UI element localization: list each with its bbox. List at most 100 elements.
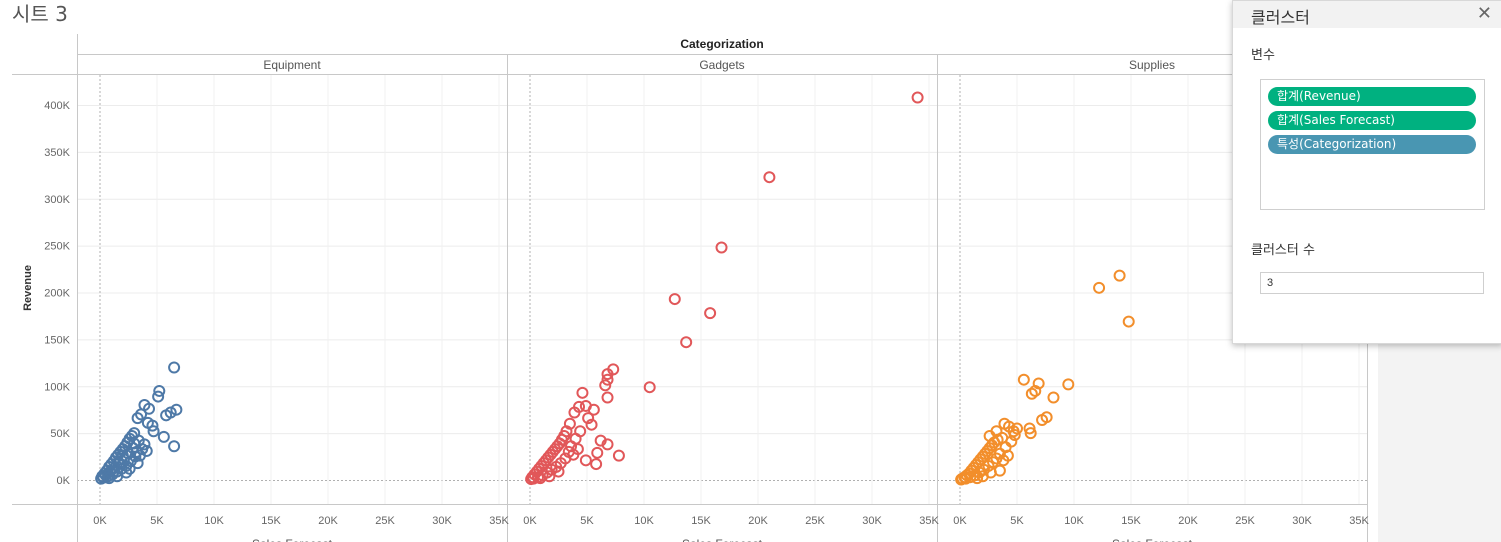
data-point-supplies[interactable] xyxy=(1036,414,1049,426)
x-tick-label: 0K xyxy=(93,515,107,527)
data-point-gadgets[interactable] xyxy=(599,379,612,392)
data-point-equipment[interactable] xyxy=(153,384,166,397)
y-axis-ticks: 0K 50K 100K 150K 200K 250K 300K 350K 400K xyxy=(44,100,70,487)
variables-drop-zone[interactable]: 합계(Revenue) 합계(Sales Forecast) 특성(Catego… xyxy=(1260,79,1485,210)
data-point-equipment[interactable] xyxy=(157,430,170,443)
data-point-gadgets[interactable] xyxy=(579,454,592,467)
data-point-supplies[interactable] xyxy=(1017,373,1030,386)
data-point-gadgets[interactable] xyxy=(601,391,614,404)
data-point-equipment[interactable] xyxy=(160,409,173,422)
data-point-supplies[interactable] xyxy=(1024,427,1037,440)
data-point-supplies[interactable] xyxy=(993,464,1006,477)
sheet-title: 시트 3 xyxy=(12,2,68,26)
worksheet: Categorization Equipment Gadgets Supplies … xyxy=(0,0,1379,542)
data-point-equipment[interactable] xyxy=(120,466,133,479)
data-point-gadgets[interactable] xyxy=(571,443,584,456)
data-point-gadgets[interactable] xyxy=(568,406,581,419)
data-point-gadgets[interactable] xyxy=(574,425,587,438)
x-axis-labels: Sales Forecast Sales Forecast Sales Foreca… xyxy=(252,537,1193,542)
data-point-equipment[interactable] xyxy=(131,457,144,470)
data-point-gadgets[interactable] xyxy=(582,412,595,425)
x-tick-label: 35K xyxy=(919,515,939,527)
data-point-supplies[interactable] xyxy=(971,472,984,485)
data-point-supplies[interactable] xyxy=(1005,435,1018,448)
data-point-gadgets[interactable] xyxy=(763,171,776,184)
y-tick-label: 150K xyxy=(44,334,70,346)
data-point-supplies[interactable] xyxy=(1062,378,1075,391)
y-tick-label: 400K xyxy=(44,100,70,112)
x-tick-label: 15K xyxy=(691,515,711,527)
data-point-supplies[interactable] xyxy=(1029,384,1042,397)
data-point-gadgets[interactable] xyxy=(585,418,598,431)
x-tick-label: 25K xyxy=(1235,515,1255,527)
data-point-gadgets[interactable] xyxy=(591,446,604,459)
grid-layer xyxy=(77,75,1367,504)
data-point-equipment[interactable] xyxy=(146,419,159,432)
cluster-panel-header[interactable]: 클러스터 ✕ xyxy=(1233,1,1501,28)
data-point-equipment[interactable] xyxy=(116,449,129,462)
data-point-gadgets[interactable] xyxy=(715,241,728,254)
x-tick-label: 35K xyxy=(489,515,509,527)
x-tick-label: 20K xyxy=(318,515,338,527)
data-point-equipment[interactable] xyxy=(152,390,165,403)
data-point-gadgets[interactable] xyxy=(590,458,603,471)
variable-pill-sales-forecast[interactable]: 합계(Sales Forecast) xyxy=(1268,111,1476,130)
column-header-title: Categorization xyxy=(680,37,763,51)
data-point-supplies[interactable] xyxy=(983,429,996,442)
data-point-gadgets[interactable] xyxy=(704,307,717,320)
data-point-equipment[interactable] xyxy=(130,445,143,458)
data-point-gadgets[interactable] xyxy=(612,449,625,462)
data-point-equipment[interactable] xyxy=(103,472,116,485)
cluster-panel: 클러스터 ✕ 변수 합계(Revenue) 합계(Sales Forecast)… xyxy=(1232,0,1501,344)
data-point-equipment[interactable] xyxy=(168,440,181,453)
data-point-gadgets[interactable] xyxy=(911,91,924,104)
variable-pill-categorization[interactable]: 특성(Categorization) xyxy=(1268,135,1476,154)
data-point-equipment[interactable] xyxy=(135,408,148,421)
panel-header-gadgets: Gadgets xyxy=(699,58,744,72)
y-tick-label: 350K xyxy=(44,147,70,159)
points-layer[interactable] xyxy=(95,91,1135,486)
y-tick-label: 250K xyxy=(44,241,70,253)
x-tick-label: 15K xyxy=(1121,515,1141,527)
scatter-chart[interactable]: Categorization Equipment Gadgets Supplies … xyxy=(0,0,1378,542)
data-point-gadgets[interactable] xyxy=(534,472,547,485)
data-point-gadgets[interactable] xyxy=(601,368,614,381)
data-point-gadgets[interactable] xyxy=(601,438,614,451)
data-point-gadgets[interactable] xyxy=(643,381,656,394)
data-point-equipment[interactable] xyxy=(136,443,149,456)
data-point-gadgets[interactable] xyxy=(587,403,600,416)
panel-header-equipment: Equipment xyxy=(263,58,321,72)
data-point-gadgets[interactable] xyxy=(565,440,578,453)
data-point-equipment[interactable] xyxy=(128,437,141,450)
x-tick-label: 0K xyxy=(953,515,967,527)
data-point-equipment[interactable] xyxy=(168,361,181,374)
data-point-gadgets[interactable] xyxy=(601,373,614,386)
data-point-equipment[interactable] xyxy=(170,403,183,416)
data-point-supplies[interactable] xyxy=(976,470,989,483)
data-point-equipment[interactable] xyxy=(131,412,144,425)
data-point-equipment[interactable] xyxy=(129,450,142,463)
data-point-supplies[interactable] xyxy=(1093,281,1106,294)
x-axis-ticks: 0K 5K 10K 15K 20K 25K 30K 35K 0K 5K 10K 15K 20K 25K 30… xyxy=(93,515,1369,527)
data-point-supplies[interactable] xyxy=(1011,422,1023,435)
data-point-supplies[interactable] xyxy=(1047,391,1060,404)
data-point-supplies[interactable] xyxy=(1008,429,1021,441)
data-point-supplies[interactable] xyxy=(997,454,1010,467)
variable-pill-revenue[interactable]: 합계(Revenue) xyxy=(1268,87,1476,106)
data-point-supplies[interactable] xyxy=(1025,387,1038,400)
data-point-supplies[interactable] xyxy=(1122,315,1135,328)
x-tick-label: 5K xyxy=(150,515,164,527)
cluster-count-input[interactable] xyxy=(1260,272,1484,294)
data-point-equipment[interactable] xyxy=(147,425,160,438)
data-point-supplies[interactable] xyxy=(1023,422,1036,435)
data-point-gadgets[interactable] xyxy=(552,465,565,478)
data-point-equipment[interactable] xyxy=(133,449,146,462)
panel-header-supplies: Supplies xyxy=(1129,58,1175,72)
data-point-supplies[interactable] xyxy=(1113,269,1126,282)
data-point-gadgets[interactable] xyxy=(576,386,589,399)
data-point-equipment[interactable] xyxy=(123,462,136,475)
data-point-gadgets[interactable] xyxy=(680,336,693,349)
data-point-equipment[interactable] xyxy=(143,402,156,415)
data-point-gadgets[interactable] xyxy=(668,293,681,306)
close-icon[interactable]: ✕ xyxy=(1476,3,1492,23)
